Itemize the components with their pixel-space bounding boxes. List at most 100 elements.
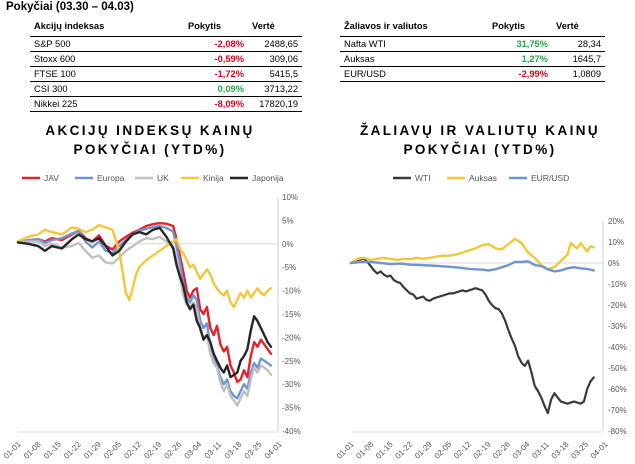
indices-cell-name: Stoxx 600 bbox=[30, 51, 184, 67]
commodities-x-tick-label: 01-01 bbox=[335, 439, 356, 460]
indices-header-value: Vertė bbox=[248, 18, 302, 37]
indices-legend-label: Kinija bbox=[203, 173, 224, 183]
commodities-legend-label: EUR/USD bbox=[531, 173, 569, 183]
indices-y-tick-label: 5% bbox=[282, 216, 294, 225]
commodities-legend-label: WTI bbox=[415, 173, 431, 183]
commodities-x-tick-label: 03-18 bbox=[550, 439, 571, 460]
left-chart-title-line2: POKYČIAI (YTD%) bbox=[73, 142, 227, 157]
commodities-cell-name: Auksas bbox=[340, 51, 488, 67]
commodities-header-name: Žaliavos ir valiutos bbox=[340, 18, 488, 37]
indices-cell-change: -8,09% bbox=[184, 96, 248, 112]
commodities-cell-name: Nafta WTI bbox=[340, 36, 488, 52]
indices-cell-name: FTSE 100 bbox=[30, 66, 184, 82]
commodities-cell-value: 1645,7 bbox=[552, 51, 605, 67]
indices-series-line-kinija bbox=[16, 223, 273, 309]
indices-x-tick-label: 03-04 bbox=[183, 439, 204, 460]
indices-x-tick-label: 02-26 bbox=[162, 439, 183, 460]
indices-cell-value: 2488,65 bbox=[248, 36, 302, 52]
indices-legend-label: Europa bbox=[97, 173, 125, 183]
commodities-series-line-auksas bbox=[349, 237, 595, 271]
indices-y-tick-label: -20% bbox=[282, 333, 301, 342]
indices-cell-name: CSI 300 bbox=[30, 81, 184, 97]
commodities-cell-change: 1,27% bbox=[488, 51, 552, 67]
right-chart-title-line1: ŽALIAVŲ IR VALIUTŲ KAINŲ bbox=[359, 123, 601, 138]
indices-x-tick-label: 02-19 bbox=[142, 439, 163, 460]
commodities-y-tick-label: -40% bbox=[608, 343, 627, 352]
commodities-cell-change: 31,75% bbox=[488, 36, 552, 52]
indices-y-tick-label: -5% bbox=[282, 263, 296, 272]
indices-x-tick-label: 02-05 bbox=[102, 439, 123, 460]
indices-cell-value: 17820,19 bbox=[248, 96, 302, 112]
indices-row: CSI 300 0,09% 3713,22 bbox=[30, 81, 302, 97]
indices-x-tick-label: 01-15 bbox=[42, 439, 63, 460]
commodities-legend-label: Auksas bbox=[469, 173, 497, 183]
commodities-x-tick-label: 01-08 bbox=[354, 439, 375, 460]
commodities-y-tick-label: -30% bbox=[608, 322, 627, 331]
commodities-x-tick-label: 03-04 bbox=[511, 439, 532, 460]
indices-legend-label: JAV bbox=[44, 173, 59, 183]
commodities-y-tick-label: -80% bbox=[608, 427, 627, 436]
indices-x-tick-label: 03-11 bbox=[203, 440, 224, 461]
indices-row: Stoxx 600 -0,59% 309,06 bbox=[30, 51, 302, 67]
indices-cell-value: 309,06 bbox=[248, 51, 302, 67]
commodities-row: EUR/USD -2,99% 1,0809 bbox=[340, 66, 605, 82]
commodities-y-tick-label: -10% bbox=[608, 280, 627, 289]
indices-header-change: Pokytis bbox=[184, 18, 248, 37]
indices-cell-change: -2,08% bbox=[184, 36, 248, 52]
page-title: Pokyčiai (03.30 – 04.03) bbox=[6, 1, 134, 13]
indices-row: Nikkei 225 -8,09% 17820,19 bbox=[30, 96, 302, 112]
commodities-x-tick-label: 01-29 bbox=[413, 439, 434, 460]
commodities-table-header: Žaliavos ir valiutos Pokytis Vertė bbox=[340, 18, 605, 37]
commodities-header-change: Pokytis bbox=[488, 18, 552, 37]
commodities-y-tick-label: 20% bbox=[608, 217, 624, 226]
commodities-y-tick-label: 0% bbox=[608, 259, 620, 268]
indices-x-tick-label: 01-22 bbox=[62, 439, 83, 460]
indices-x-tick-label: 03-18 bbox=[223, 439, 244, 460]
indices-cell-value: 5415,5 bbox=[248, 66, 302, 82]
indices-y-tick-label: -35% bbox=[282, 404, 301, 413]
commodities-series-line-wti bbox=[349, 257, 595, 415]
indices-y-tick-label: -25% bbox=[282, 357, 301, 366]
indices-table-header: Akcijų indeksas Pokytis Vertė bbox=[30, 18, 302, 37]
commodities-cell-value: 28,34 bbox=[552, 36, 605, 52]
indices-cell-name: S&P 500 bbox=[30, 36, 184, 52]
commodities-header-value: Vertė bbox=[552, 18, 605, 37]
indices-header-name: Akcijų indeksas bbox=[30, 18, 184, 37]
left-chart-title-line1: AKCIJŲ INDEKSŲ KAINŲ bbox=[45, 123, 255, 138]
indices-cell-name: Nikkei 225 bbox=[30, 96, 184, 112]
left-chart-title: AKCIJŲ INDEKSŲ KAINŲ POKYČIAI (YTD%) bbox=[20, 121, 280, 159]
commodities-x-tick-label: 03-11 bbox=[530, 440, 551, 461]
commodities-row: Auksas 1,27% 1645,7 bbox=[340, 51, 605, 67]
indices-row: S&P 500 -2,08% 2488,65 bbox=[30, 36, 302, 52]
indices-table: Akcijų indeksas Pokytis Vertė S&P 500 -2,… bbox=[30, 18, 302, 112]
commodities-x-tick-label: 02-26 bbox=[491, 439, 512, 460]
indices-series-line-japonija bbox=[16, 226, 273, 379]
indices-legend-label: UK bbox=[157, 173, 169, 183]
indices-y-tick-label: -30% bbox=[282, 380, 301, 389]
indices-cell-change: -1,72% bbox=[184, 66, 248, 82]
commodities-y-tick-label: -70% bbox=[608, 406, 627, 415]
commodities-y-tick-label: 10% bbox=[608, 238, 624, 247]
indices-y-tick-label: -10% bbox=[282, 287, 301, 296]
commodities-row: Nafta WTI 31,75% 28,34 bbox=[340, 36, 605, 52]
indices-row: FTSE 100 -1,72% 5415,5 bbox=[30, 66, 302, 82]
commodities-series-line-eur-usd bbox=[349, 260, 595, 273]
commodities-x-tick-label: 04-01 bbox=[589, 439, 610, 460]
commodities-cell-name: EUR/USD bbox=[340, 66, 488, 82]
commodities-x-tick-label: 03-25 bbox=[569, 439, 590, 460]
commodities-x-tick-label: 01-15 bbox=[374, 439, 395, 460]
indices-y-tick-label: 10% bbox=[282, 193, 298, 202]
indices-y-tick-label: -15% bbox=[282, 310, 301, 319]
commodities-y-tick-label: -50% bbox=[608, 364, 627, 373]
commodities-x-tick-label: 02-19 bbox=[472, 439, 493, 460]
indices-x-tick-label: 03-25 bbox=[243, 439, 264, 460]
indices-y-tick-label: 0% bbox=[282, 240, 294, 249]
indices-cell-value: 3713,22 bbox=[248, 81, 302, 97]
commodities-x-tick-label: 02-12 bbox=[452, 439, 473, 460]
commodities-x-tick-label: 01-22 bbox=[393, 439, 414, 460]
commodities-y-tick-label: -20% bbox=[608, 301, 627, 310]
indices-x-tick-label: 01-01 bbox=[2, 439, 23, 460]
indices-cell-change: 0,09% bbox=[184, 81, 248, 97]
indices-legend-label: Japonija bbox=[252, 173, 284, 183]
